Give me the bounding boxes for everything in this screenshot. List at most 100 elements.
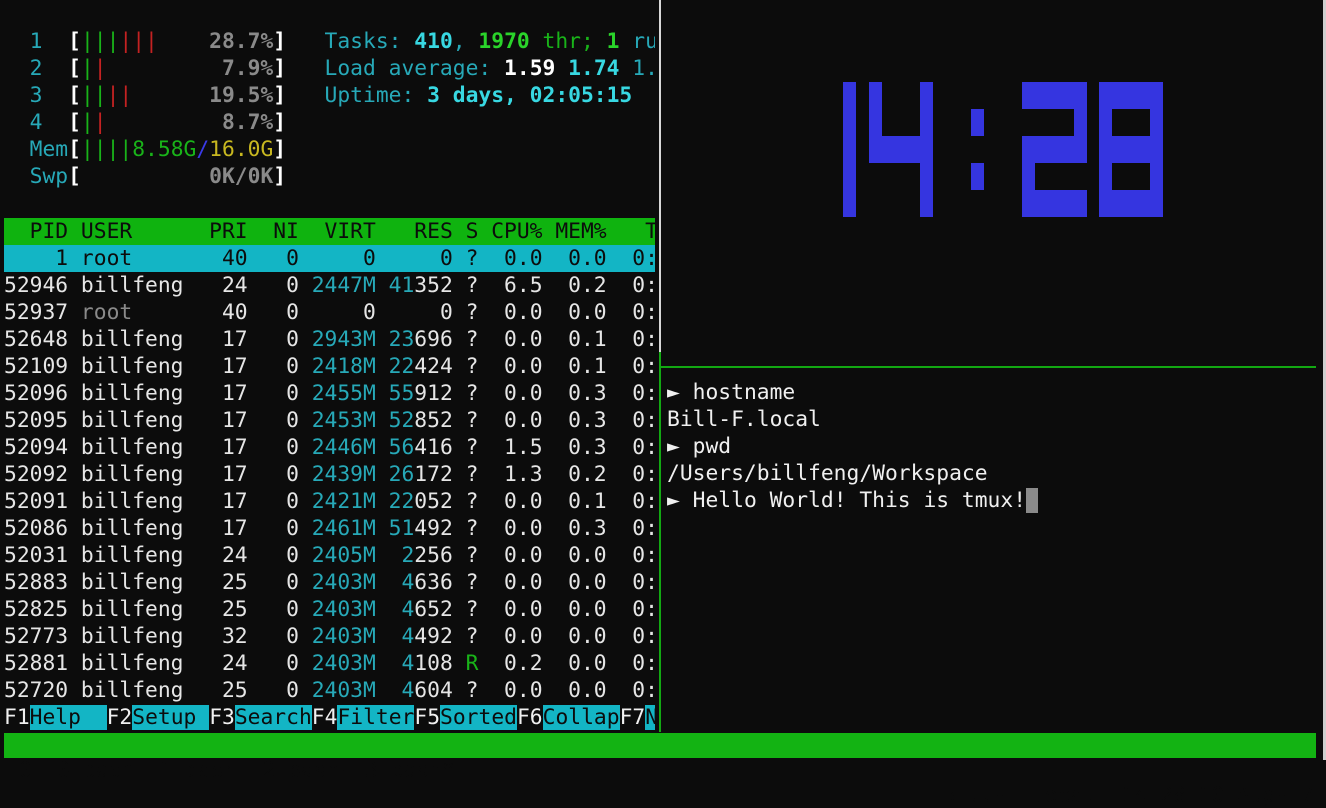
window-tab-0[interactable]: 0:bash [57, 758, 135, 783]
process-row[interactable]: 52096 billfeng 17 0 2455M 55912? 0.0 0.3 0: [4, 380, 655, 407]
mem-percent: 0.3 [568, 408, 607, 433]
res-thousands: 41 [388, 273, 415, 298]
fkey-f5-button[interactable]: F5Sorted [414, 704, 517, 731]
time: 0: [632, 408, 655, 433]
clock-pixel [1035, 136, 1049, 163]
clock-pixel [868, 109, 882, 136]
process-row[interactable]: 52092 billfeng 17 0 2439M 26172? 1.3 0.2 0: [4, 461, 655, 488]
process-row[interactable]: 52720 billfeng 25 0 2403M 4604? 0.0 0.0 0: [4, 677, 655, 704]
nice: 0 [286, 516, 299, 541]
process-row[interactable]: 1 root 40 0 0 0? 0.0 0.0 0: [4, 245, 655, 272]
process-row[interactable]: 52946 billfeng 24 0 2447M 41352? 6.5 0.2 0: [4, 272, 655, 299]
state: ? [465, 381, 479, 406]
clock-pixel [868, 82, 882, 109]
column-header-user[interactable]: USER [80, 219, 133, 244]
htop-pane[interactable]: 1 [|||||| 28.7%] 2 [|| 7.9%] 3 [|||| 19.5%] 4 [|| 8… [0, 0, 655, 732]
column-header-cpu-pct[interactable]: CPU% [491, 219, 543, 244]
clock-pixel [868, 136, 882, 163]
window-tab-2[interactable]: 2:bash- [262, 758, 353, 783]
process-row[interactable]: 52937 root 40 0 0 0? 0.0 0.0 0: [4, 299, 655, 326]
mem-meter: Mem[||||8.58G/16.0G] [30, 136, 286, 163]
clock-pixel [1099, 190, 1113, 217]
state: ? [465, 300, 479, 325]
state: ? [465, 597, 479, 622]
column-header-pid[interactable]: PID [29, 219, 69, 244]
process-row[interactable]: 52095 billfeng 17 0 2453M 52852? 0.0 0.3 0: [4, 407, 655, 434]
fkey-label: Help [29, 705, 107, 730]
clock-pixel [1137, 82, 1151, 109]
fkey-number: F2 [106, 705, 133, 730]
res-units: 852 [414, 408, 453, 433]
process-row[interactable]: 52883 billfeng 25 0 2403M 4636? 0.0 0.0 0: [4, 569, 655, 596]
process-row[interactable]: 52094 billfeng 17 0 2446M 56416? 1.5 0.3 0: [4, 434, 655, 461]
nice: 0 [286, 624, 299, 649]
swap-value: 0K/0K [209, 164, 274, 189]
fkey-f6-button[interactable]: F6Collap [517, 704, 620, 731]
bracket: [ [68, 110, 81, 135]
tasks-line: Tasks: 410, 1970 thr; 1 ru [325, 28, 655, 55]
virt: 2453M [311, 408, 376, 433]
pane-divider-active[interactable] [659, 352, 661, 732]
pid: 52773 [4, 624, 69, 649]
mem-percent: 0.0 [568, 624, 607, 649]
status-left: [0] 0:bash 1:bash 2:bash- 3:bash* [6, 758, 455, 783]
process-table-header[interactable]: PID USER PRI NI VIRT RES S CPU% MEM% T [4, 218, 655, 245]
mem-used: 8.58G [132, 137, 197, 162]
cpu-percent: 7.9% [221, 56, 274, 81]
mem-percent: 0.0 [568, 570, 607, 595]
prompt-arrow-icon: ► [667, 434, 693, 459]
cpu-meter: 1 [|||||| [30, 28, 158, 55]
res-units: 652 [414, 597, 453, 622]
process-row[interactable]: 52091 billfeng 17 0 2421M 22052? 0.0 0.1 0: [4, 488, 655, 515]
fkey-number: F6 [516, 705, 543, 730]
process-row[interactable]: 52648 billfeng 17 0 2943M 23696? 0.0 0.1 0: [4, 326, 655, 353]
res-thousands: 56 [388, 435, 415, 460]
pane-divider-horizontal[interactable] [661, 366, 1316, 368]
clock-pixel [1111, 82, 1125, 109]
clock-pixel [843, 190, 857, 217]
running-count: 1 [606, 29, 620, 54]
priority: 25 [221, 597, 248, 622]
column-header-mem-pct[interactable]: MEM% [555, 219, 607, 244]
state: ? [465, 327, 479, 352]
cpu-percent: 0.0 [504, 543, 543, 568]
process-row[interactable]: 52825 billfeng 25 0 2403M 4652? 0.0 0.0 0: [4, 596, 655, 623]
fkey-f7-button[interactable]: F7N [620, 704, 655, 731]
function-key-bar: F1Help F2Setup F3Search F4Filter F5Sorted F… [4, 704, 655, 731]
window-tab-3[interactable]: 3:bash* [365, 758, 455, 783]
res-units: 052 [414, 489, 453, 514]
clock-pixel [907, 136, 921, 163]
process-row[interactable]: 52086 billfeng 17 0 2461M 51492? 0.0 0.3 0: [4, 515, 655, 542]
priority: 17 [221, 327, 248, 352]
column-header-s[interactable]: S [465, 219, 479, 244]
process-row[interactable]: 52109 billfeng 17 0 2418M 22424? 0.0 0.1 0: [4, 353, 655, 380]
pane-divider[interactable] [659, 0, 661, 352]
process-row[interactable]: 52881 billfeng 24 0 2403M 4108 R 0.2 0.0 0: [4, 650, 655, 677]
process-row[interactable]: 52773 billfeng 32 0 2403M 4492? 0.0 0.0 0: [4, 623, 655, 650]
column-header-t[interactable]: T [645, 219, 655, 244]
column-header-ni[interactable]: NI [273, 219, 299, 244]
shell-text: Hello World! This is tmux! [692, 488, 1027, 513]
res-units: 492 [414, 624, 453, 649]
user: billfeng [80, 381, 184, 406]
nice: 0 [286, 381, 299, 406]
time: 0: [632, 354, 655, 379]
nice: 0 [286, 543, 299, 568]
column-header-res[interactable]: RES [414, 219, 453, 244]
window-tab-1[interactable]: 1:bash [159, 758, 237, 783]
priority: 32 [221, 624, 248, 649]
fkey-f1-button[interactable]: F1Help [4, 704, 107, 731]
fkey-f4-button[interactable]: F4Filter [312, 704, 415, 731]
status-right: "Bill-F.local" 14:28 10-Aug-17 [929, 783, 1314, 808]
res-thousands: 23 [388, 327, 415, 352]
state: ? [465, 273, 479, 298]
column-header-pri[interactable]: PRI [209, 219, 248, 244]
shell-text: hostname [692, 380, 796, 405]
cpu-meter: 3 [|||| [30, 82, 133, 109]
cpu-percent: 8.7% [221, 110, 274, 135]
column-header-virt[interactable]: VIRT [324, 219, 376, 244]
fkey-f3-button[interactable]: F3Search [209, 704, 312, 731]
process-row[interactable]: 52031 billfeng 24 0 2405M 2256? 0.0 0.0 0: [4, 542, 655, 569]
time: 0: [632, 327, 655, 352]
fkey-f2-button[interactable]: F2Setup [107, 704, 210, 731]
